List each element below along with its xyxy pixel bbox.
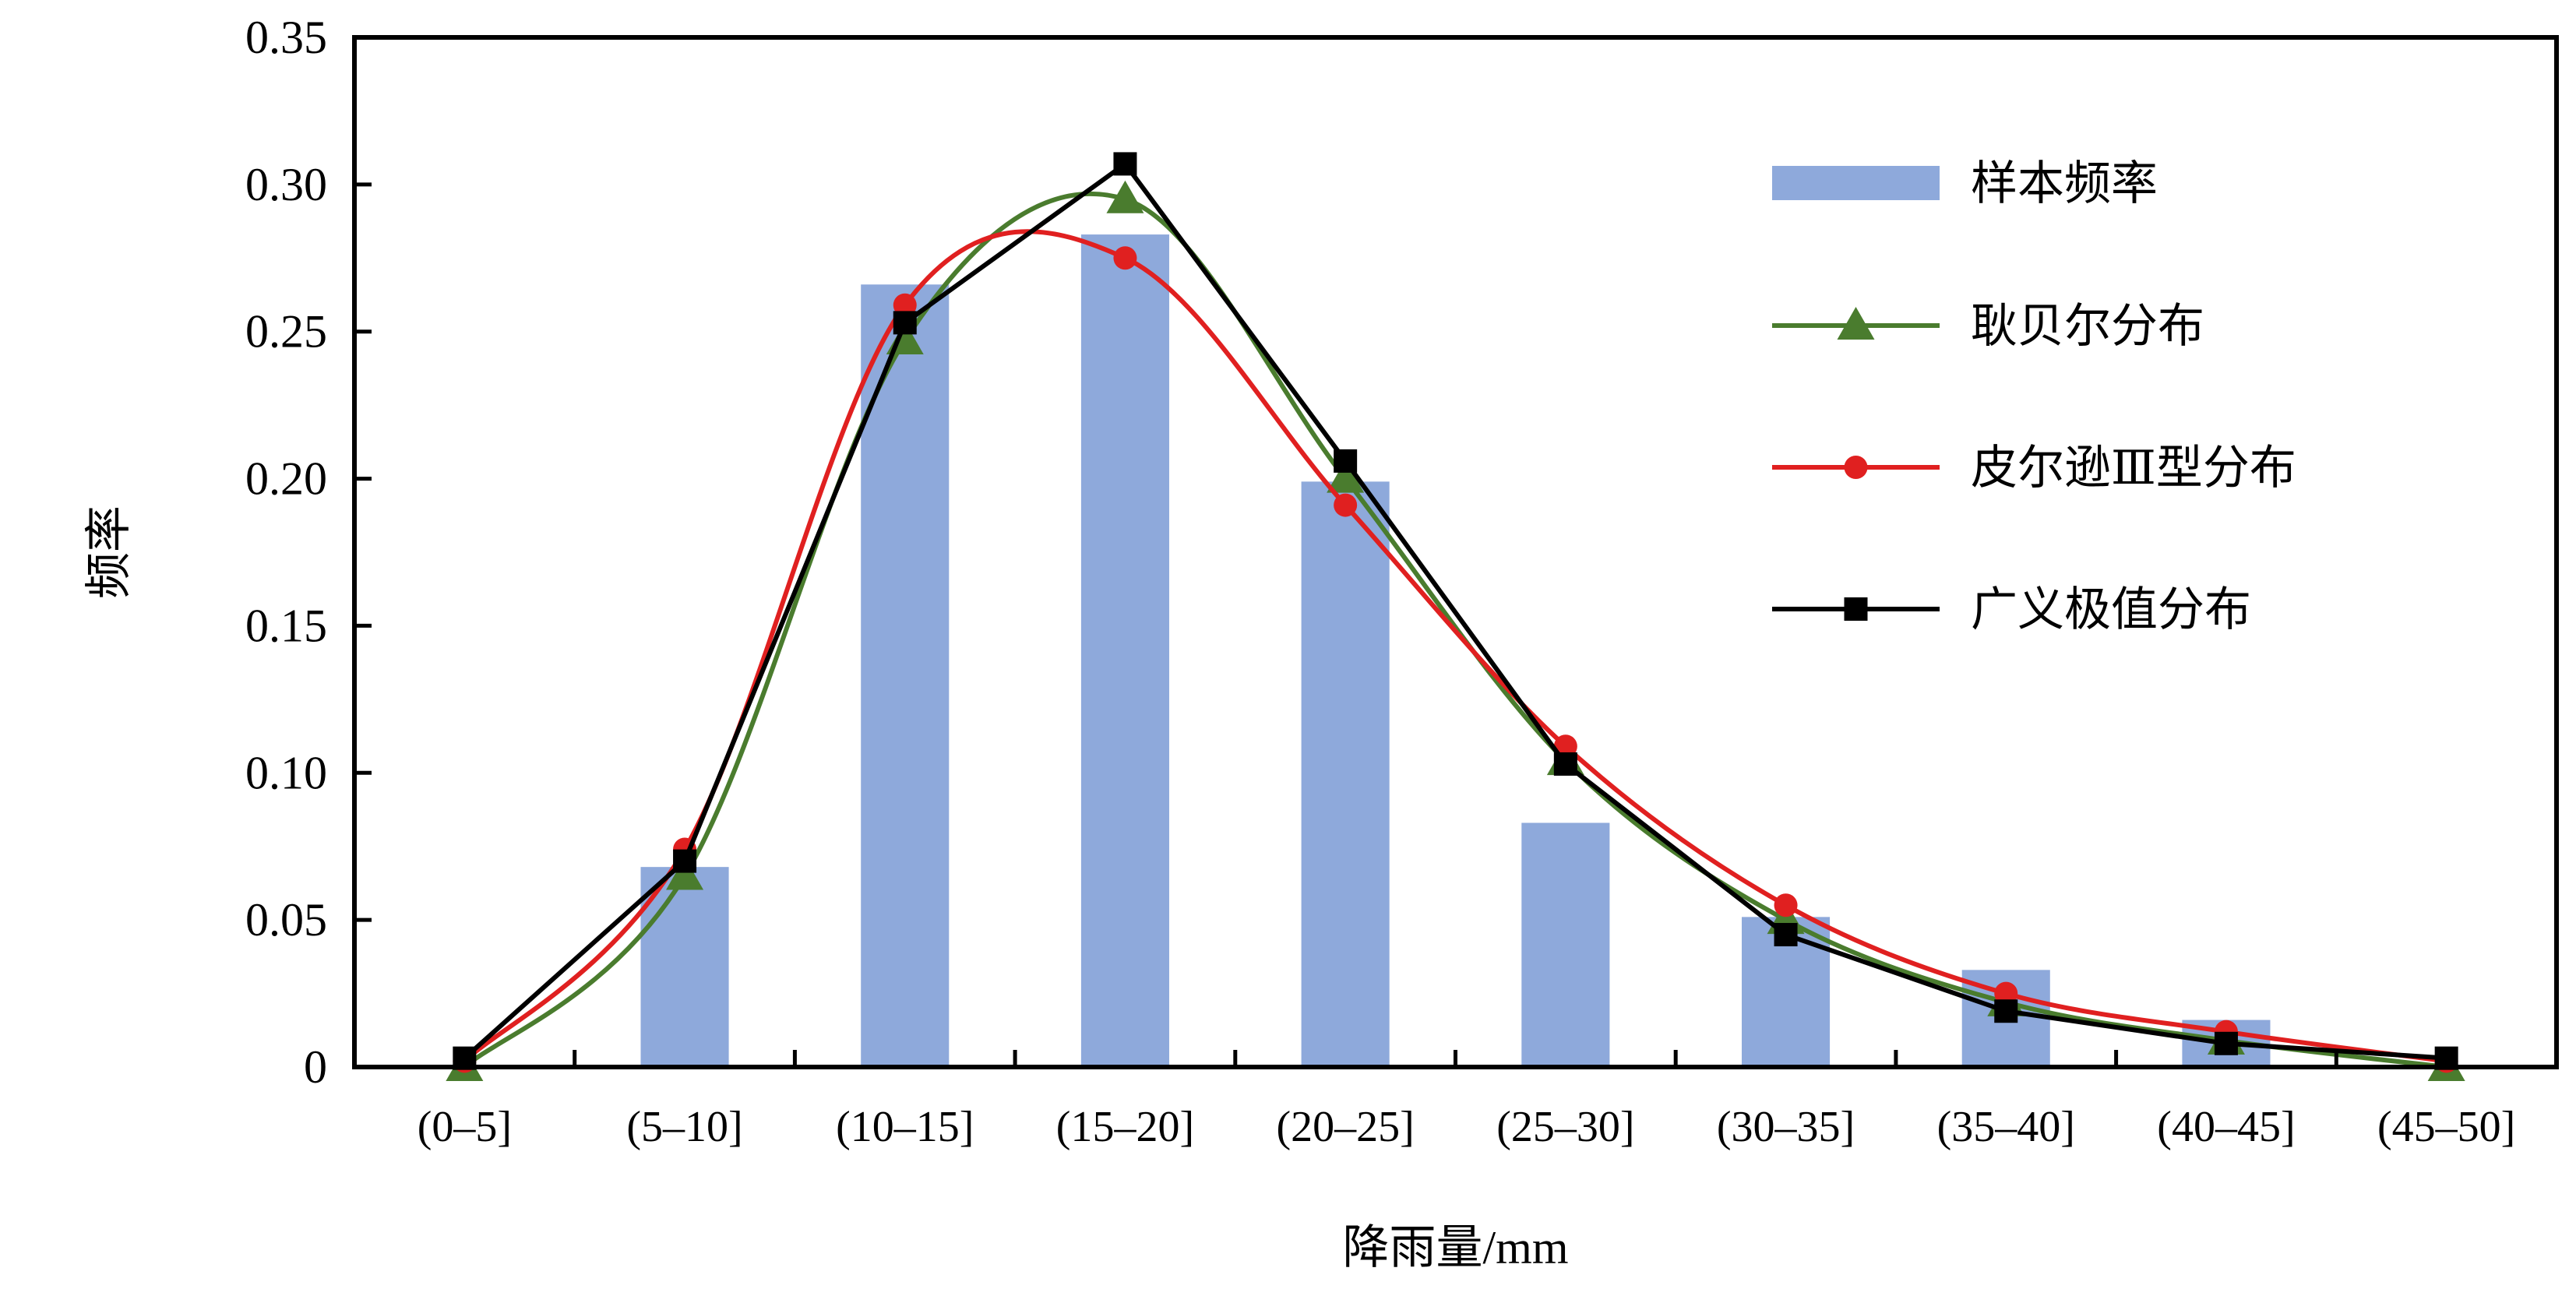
series-1-point-3 [1113,246,1137,270]
series-line-2 [463,160,2447,1061]
x-tick-label: (35–40] [1937,1103,2075,1151]
legend-marker-2 [1844,456,1868,479]
bar-1 [640,867,729,1067]
y-tick-label: 0 [304,1041,327,1093]
bar-2 [861,284,950,1067]
legend-label-3: 广义极值分布 [1971,584,2251,636]
y-tick-label: 0.30 [245,159,327,210]
ticks-layer [352,35,2559,1069]
x-tick-label: (20–25] [1277,1103,1415,1151]
bars-layer [640,234,2271,1067]
series-line-0 [463,191,2447,1069]
y-tick-label: 0.10 [245,747,327,798]
x-tick-label: (0–5] [418,1103,512,1151]
series-2-point-1 [673,849,697,873]
series-2-point-4 [1334,449,1358,473]
x-tick-label: (25–30] [1496,1103,1634,1151]
series-0-point-1 [666,857,704,890]
series-2-point-5 [1553,752,1577,776]
x-tick-label: (45–50] [2377,1103,2515,1151]
series-0-point-4 [1327,460,1365,493]
y-axis-label: 频率 [83,505,135,599]
legend-swatch-0 [1772,166,1940,200]
x-tick-label: (30–35] [1717,1103,1855,1151]
series-1-point-2 [893,293,917,317]
legend-label-2: 皮尔逊Ⅲ型分布 [1971,442,2296,494]
y-tick-label: 0.15 [245,600,327,651]
y-tick-label: 0.25 [245,306,327,357]
legend-marker-3 [1844,597,1868,621]
series-0-point-3 [1106,180,1144,213]
series-2-point-2 [893,311,917,335]
x-tick-label: (15–20] [1056,1103,1194,1151]
series-2-point-3 [1113,152,1137,176]
bar-5 [1521,822,1610,1067]
series-line-1 [463,229,2447,1064]
legend-label-0: 样本频率 [1971,158,2158,210]
bar-3 [1080,234,1169,1067]
x-axis-label: 降雨量/mm [1342,1222,1568,1273]
y-tick-label: 0.35 [245,12,327,63]
legend-marker-1 [1837,307,1875,340]
y-tick-labels: 0 0.05 0.10 0.15 0.20 0.25 0.30 0.35 [245,12,327,1093]
y-tick-label: 0.20 [245,453,327,505]
y-tick-label: 0.05 [245,894,327,946]
series-1-point-4 [1334,493,1358,517]
series-1-point-7 [1994,981,2018,1005]
x-tick-label: (40–45] [2157,1103,2295,1151]
x-tick-labels: (0–5] (5–10] (10–15] (15–20] (20–25] (25–30] (… [418,1103,2516,1151]
series-2-point-7 [1994,999,2018,1023]
series-1-point-6 [1774,893,1798,917]
x-tick-label: (10–15] [836,1103,974,1151]
x-tick-label: (5–10] [626,1103,742,1151]
series-2-point-8 [2214,1031,2238,1055]
series-2-point-6 [1774,923,1798,947]
bar-4 [1301,481,1390,1067]
legend-label-1: 耿贝尔分布 [1971,301,2204,352]
